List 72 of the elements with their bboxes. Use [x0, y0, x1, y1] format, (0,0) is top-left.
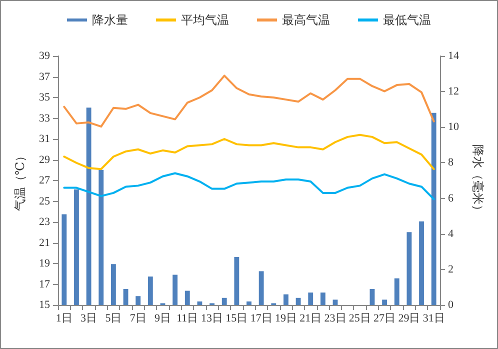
- y-tick-label: 29: [39, 154, 50, 166]
- y-tick-label: 27: [39, 174, 50, 186]
- x-tick-label: 31日: [422, 312, 445, 324]
- bar: [197, 301, 202, 305]
- bar: [148, 276, 153, 305]
- y-tick-label: 21: [39, 236, 50, 249]
- bar: [431, 112, 436, 305]
- x-tick-label: 23日: [324, 312, 346, 324]
- bar: [62, 214, 67, 305]
- x-tick-label: 3日: [80, 312, 98, 324]
- bar: [123, 288, 128, 305]
- y-tick-label: 17: [39, 278, 50, 290]
- bar: [222, 298, 227, 305]
- y2-tick-label: 12: [448, 86, 459, 98]
- legend-label: 降水量: [92, 13, 128, 27]
- bar: [320, 292, 326, 305]
- bar: [284, 294, 288, 305]
- line-series: [63, 134, 435, 170]
- x-tick-label: 15日: [226, 312, 248, 324]
- legend-label: 最低气温: [383, 13, 431, 27]
- bar: [110, 264, 116, 305]
- y-tick-label: 39: [39, 50, 50, 62]
- bar: [234, 256, 240, 305]
- x-tick-label: 27日: [374, 312, 396, 324]
- bar: [370, 288, 375, 305]
- y2-axis-title: 降水（毫米）: [471, 144, 485, 216]
- x-tick-label: 5日: [105, 312, 122, 324]
- bar: [172, 274, 178, 305]
- bar: [184, 290, 190, 305]
- y2-tick-label: 10: [448, 121, 460, 134]
- bar: [308, 292, 314, 305]
- bar: [98, 170, 104, 305]
- y-tick-label: 33: [39, 112, 50, 124]
- y-tick-label: 37: [39, 70, 50, 83]
- bar: [136, 296, 141, 305]
- bar: [382, 300, 388, 305]
- legend-label: 平均气温: [181, 13, 229, 27]
- x-tick-label: 11日: [176, 312, 198, 324]
- y2-tick-label: 2: [448, 263, 454, 276]
- bar: [74, 189, 79, 305]
- y2-tick-label: 8: [448, 156, 454, 169]
- x-tick-label: 7日: [130, 312, 146, 324]
- x-tick-label: 25日: [348, 312, 371, 324]
- line-series: [63, 74, 435, 128]
- y-tick-label: 15: [39, 299, 50, 311]
- bar: [394, 278, 400, 305]
- y2-tick-label: 14: [448, 50, 460, 62]
- x-tick-label: 21日: [300, 312, 322, 324]
- bar: [406, 232, 412, 305]
- y2-tick-label: 0: [448, 299, 454, 311]
- x-tick-label: 19日: [274, 312, 297, 324]
- bar: [332, 300, 338, 305]
- bar: [86, 108, 92, 305]
- y-tick-label: 23: [39, 216, 50, 228]
- legend-label: 最高气温: [282, 13, 330, 27]
- x-tick-label: 29日: [398, 312, 420, 324]
- y-axis-title: 气温（℃）: [13, 150, 27, 212]
- y-tick-label: 19: [39, 258, 50, 270]
- bar: [419, 221, 424, 305]
- x-tick-label: 17日: [250, 312, 272, 324]
- x-tick-label: 1日: [56, 312, 72, 324]
- x-tick-label: 13日: [201, 312, 224, 324]
- y-tick-label: 25: [39, 195, 50, 208]
- y-tick-label: 35: [39, 92, 50, 104]
- y2-tick-label: 4: [448, 228, 454, 240]
- y2-tick-label: 6: [448, 192, 454, 204]
- x-tick-label: 9日: [154, 312, 171, 324]
- bar: [296, 298, 301, 305]
- bar: [246, 301, 252, 305]
- line-series: [63, 172, 435, 200]
- bar: [258, 271, 264, 305]
- y-tick-label: 31: [39, 133, 50, 145]
